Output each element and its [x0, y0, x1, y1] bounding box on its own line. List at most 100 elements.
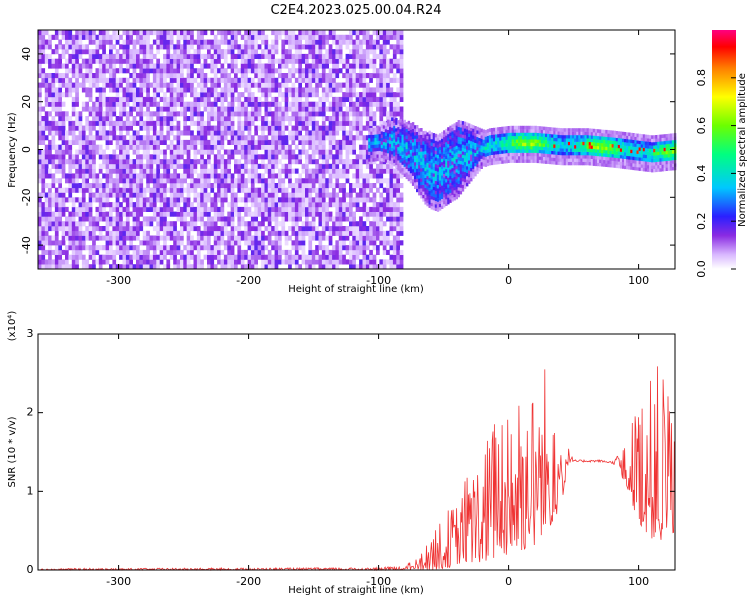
heatmap-cell: [369, 240, 373, 246]
heatmap-cell: [311, 183, 316, 189]
heatmap-cell: [325, 159, 329, 165]
heatmap-cell: [210, 183, 215, 189]
heatmap-cell: [349, 34, 353, 40]
heatmap-cell: [119, 230, 123, 236]
heatmap-cell: [308, 192, 313, 198]
heatmap-cell: [362, 111, 367, 117]
heatmap-cell: [369, 63, 373, 69]
heatmap-cell: [428, 157, 431, 161]
heatmap-cell: [318, 202, 323, 208]
heatmap-cell: [217, 125, 221, 131]
heatmap-cell: [237, 92, 242, 98]
heatmap-cell: [338, 249, 343, 255]
heatmap-cell: [382, 106, 387, 112]
heatmap-cell: [315, 125, 319, 131]
heatmap-cell: [200, 96, 204, 102]
heatmap-cell: [281, 211, 286, 217]
heatmap-cell: [257, 111, 262, 117]
heatmap-cell: [274, 39, 279, 45]
heatmap-cell: [220, 106, 225, 112]
heatmap-cell: [305, 87, 309, 93]
heatmap-cell: [146, 221, 150, 227]
heatmap-cell: [422, 154, 425, 159]
heatmap-cell: [85, 34, 89, 40]
heatmap-cell: [274, 183, 279, 189]
heatmap-cell: [278, 178, 282, 184]
heatmap-cell: [274, 202, 279, 208]
heatmap-cell: [54, 106, 59, 112]
heatmap-cell: [65, 221, 69, 227]
heatmap-cell: [163, 245, 167, 251]
heatmap-cell: [65, 144, 69, 150]
heatmap-cell: [291, 101, 296, 107]
heatmap-cell: [190, 34, 194, 40]
heatmap-cell: [403, 149, 406, 154]
heatmap-cell: [98, 264, 103, 270]
heatmap-cell: [105, 120, 110, 126]
heatmap-cell: [159, 82, 164, 88]
heatmap-cell: [342, 101, 346, 107]
heatmap-cell: [146, 144, 150, 150]
heatmap-cell: [156, 216, 160, 222]
heatmap-cell: [418, 175, 421, 179]
heatmap-cell: [190, 39, 194, 45]
heatmap-cell: [318, 82, 323, 88]
heatmap-cell: [389, 44, 394, 50]
heatmap-cell: [362, 68, 367, 74]
heatmap-cell: [247, 226, 252, 232]
heatmap-cell: [308, 245, 313, 251]
heatmap-cell: [372, 148, 375, 152]
heatmap-cell: [254, 163, 258, 169]
heatmap-cell: [352, 226, 356, 232]
heatmap-cell: [403, 139, 406, 144]
heatmap-cell: [146, 120, 150, 126]
heatmap-cell: [382, 211, 387, 217]
heatmap-cell: [271, 206, 275, 212]
heatmap-cell: [349, 120, 353, 126]
heatmap-cell: [311, 106, 316, 112]
heatmap-cell: [294, 154, 299, 160]
heatmap-cell: [78, 197, 83, 203]
heatmap-cell: [325, 106, 329, 112]
heatmap-cell: [372, 197, 377, 203]
heatmap-cell: [298, 82, 302, 88]
heatmap-cell: [271, 245, 275, 251]
heatmap-cell: [372, 44, 377, 50]
heatmap-cell: [129, 96, 133, 102]
heatmap-cell: [264, 39, 269, 45]
heatmap-cell: [98, 53, 103, 59]
heatmap-cell: [315, 58, 319, 64]
heatmap-cell: [112, 82, 117, 88]
heatmap-cell: [278, 159, 282, 165]
heatmap-cell: [210, 92, 215, 98]
heatmap-cell: [139, 44, 144, 50]
spectrogram-heatmap: [38, 30, 677, 270]
heatmap-cell: [213, 116, 218, 122]
heatmap-cell: [213, 163, 218, 169]
heatmap-cell: [305, 264, 309, 270]
heatmap-cell: [112, 235, 117, 241]
heatmap-cell: [365, 30, 370, 36]
heatmap-cell: [434, 200, 438, 205]
heatmap-cell: [166, 197, 171, 203]
heatmap-cell: [119, 211, 123, 217]
heatmap-cell: [207, 125, 211, 131]
heatmap-cell: [88, 130, 93, 136]
heatmap-cell: [399, 249, 404, 255]
heatmap-cell: [190, 120, 194, 126]
heatmap-cell: [207, 240, 211, 246]
heatmap-cell: [105, 183, 110, 189]
heatmap-cell: [109, 202, 113, 208]
heatmap-cell: [407, 137, 411, 142]
heatmap-cell: [180, 178, 184, 184]
heatmap-cell: [278, 68, 282, 74]
heatmap-cell: [142, 192, 147, 198]
heatmap-cell: [65, 245, 69, 251]
heatmap-cell: [352, 116, 356, 122]
heatmap-cell: [240, 230, 245, 236]
heatmap-cell: [335, 159, 340, 165]
heatmap-cell: [48, 144, 52, 150]
heatmap-cell: [65, 197, 69, 203]
heatmap-cell: [173, 240, 177, 246]
heatmap-cell: [369, 187, 373, 193]
